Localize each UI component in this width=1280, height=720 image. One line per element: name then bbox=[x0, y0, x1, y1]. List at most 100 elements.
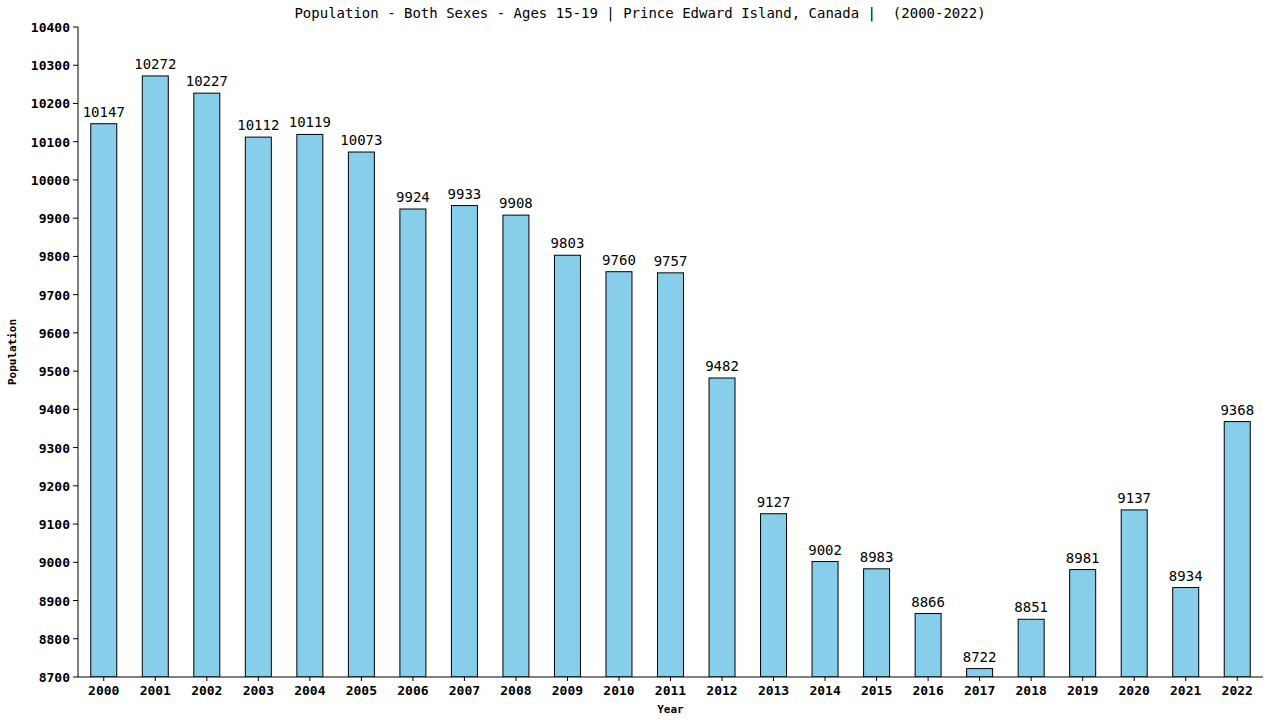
data-label: 10147 bbox=[83, 104, 125, 120]
x-tick bbox=[618, 677, 619, 681]
bar bbox=[1018, 619, 1044, 677]
x-tick-label: 2007 bbox=[449, 683, 480, 698]
x-tick bbox=[155, 677, 156, 681]
bar bbox=[864, 569, 890, 677]
data-label: 9137 bbox=[1117, 490, 1151, 506]
y-tick bbox=[73, 485, 78, 486]
data-label: 9482 bbox=[705, 358, 739, 374]
data-label: 10272 bbox=[134, 56, 176, 72]
x-tick bbox=[773, 677, 774, 681]
data-label: 9127 bbox=[757, 494, 791, 510]
y-tick bbox=[73, 638, 78, 639]
y-tick-label: 9300 bbox=[39, 441, 70, 456]
y-tick-label: 9100 bbox=[39, 517, 70, 532]
x-tick-label: 2022 bbox=[1222, 683, 1253, 698]
y-tick bbox=[73, 294, 78, 295]
bar bbox=[554, 255, 580, 677]
data-label: 8722 bbox=[963, 649, 997, 665]
x-tick-label: 2017 bbox=[964, 683, 995, 698]
x-tick-label: 2012 bbox=[706, 683, 737, 698]
x-tick-label: 2008 bbox=[500, 683, 531, 698]
x-tick-label: 2018 bbox=[1015, 683, 1046, 698]
y-tick-label: 9500 bbox=[39, 364, 70, 379]
bar bbox=[142, 76, 168, 677]
bar bbox=[1070, 570, 1096, 677]
x-tick-label: 2010 bbox=[603, 683, 634, 698]
bar bbox=[658, 273, 684, 677]
bar bbox=[967, 669, 993, 677]
x-tick bbox=[876, 677, 877, 681]
x-tick bbox=[722, 677, 723, 681]
x-tick bbox=[206, 677, 207, 681]
x-tick-label: 2013 bbox=[758, 683, 789, 698]
y-tick bbox=[73, 27, 78, 28]
x-tick-label: 2015 bbox=[861, 683, 892, 698]
x-tick bbox=[1082, 677, 1083, 681]
y-tick-label: 9400 bbox=[39, 402, 70, 417]
y-tick bbox=[73, 65, 78, 66]
data-label: 8851 bbox=[1014, 599, 1048, 615]
data-label: 8866 bbox=[911, 594, 945, 610]
x-tick-label: 2002 bbox=[191, 683, 222, 698]
y-tick bbox=[73, 256, 78, 257]
x-tick bbox=[928, 677, 929, 681]
bar bbox=[1224, 422, 1250, 677]
x-tick-label: 2001 bbox=[140, 683, 171, 698]
bar bbox=[1121, 510, 1147, 677]
bar bbox=[812, 562, 838, 677]
x-axis-label: Year bbox=[657, 703, 684, 716]
y-tick-label: 10000 bbox=[31, 173, 70, 188]
bar bbox=[297, 134, 323, 677]
x-tick bbox=[979, 677, 980, 681]
y-axis-label: Population bbox=[6, 319, 19, 385]
x-tick bbox=[1237, 677, 1238, 681]
data-label: 10119 bbox=[289, 114, 331, 130]
y-tick-label: 9200 bbox=[39, 479, 70, 494]
y-tick bbox=[73, 332, 78, 333]
bar bbox=[1173, 588, 1199, 677]
y-tick bbox=[73, 218, 78, 219]
chart-svg: Population - Both Sexes - Ages 15-19 | P… bbox=[0, 0, 1280, 720]
y-tick bbox=[73, 409, 78, 410]
y-tick-label: 10200 bbox=[31, 96, 70, 111]
y-tick bbox=[73, 141, 78, 142]
x-tick bbox=[1134, 677, 1135, 681]
data-label: 9803 bbox=[551, 235, 585, 251]
bar bbox=[709, 378, 735, 677]
bar bbox=[451, 206, 477, 677]
y-tick bbox=[73, 179, 78, 180]
y-tick bbox=[73, 103, 78, 104]
x-tick bbox=[361, 677, 362, 681]
bar bbox=[761, 514, 787, 677]
data-label: 10073 bbox=[340, 132, 382, 148]
data-label: 9757 bbox=[654, 253, 688, 269]
y-tick bbox=[73, 447, 78, 448]
data-label: 8981 bbox=[1066, 550, 1100, 566]
y-tick bbox=[73, 600, 78, 601]
x-tick bbox=[1031, 677, 1032, 681]
x-tick bbox=[515, 677, 516, 681]
x-tick-label: 2016 bbox=[912, 683, 943, 698]
data-label: 9368 bbox=[1220, 402, 1254, 418]
data-label: 10112 bbox=[237, 117, 279, 133]
y-tick bbox=[73, 677, 78, 678]
y-tick-label: 9800 bbox=[39, 249, 70, 264]
data-label: 9924 bbox=[396, 189, 430, 205]
x-tick bbox=[464, 677, 465, 681]
y-tick bbox=[73, 562, 78, 563]
chart-container: Population - Both Sexes - Ages 15-19 | P… bbox=[0, 0, 1280, 720]
y-tick-label: 10400 bbox=[31, 20, 70, 35]
data-label: 8983 bbox=[860, 549, 894, 565]
x-tick bbox=[103, 677, 104, 681]
y-tick-label: 8800 bbox=[39, 632, 70, 647]
x-tick-label: 2003 bbox=[243, 683, 274, 698]
x-tick-label: 2000 bbox=[88, 683, 119, 698]
bar bbox=[606, 272, 632, 677]
bar bbox=[503, 215, 529, 677]
data-label: 9002 bbox=[808, 542, 842, 558]
x-tick bbox=[1185, 677, 1186, 681]
bar bbox=[91, 124, 117, 677]
bar bbox=[400, 209, 426, 677]
data-label: 9908 bbox=[499, 195, 533, 211]
data-label: 9760 bbox=[602, 252, 636, 268]
